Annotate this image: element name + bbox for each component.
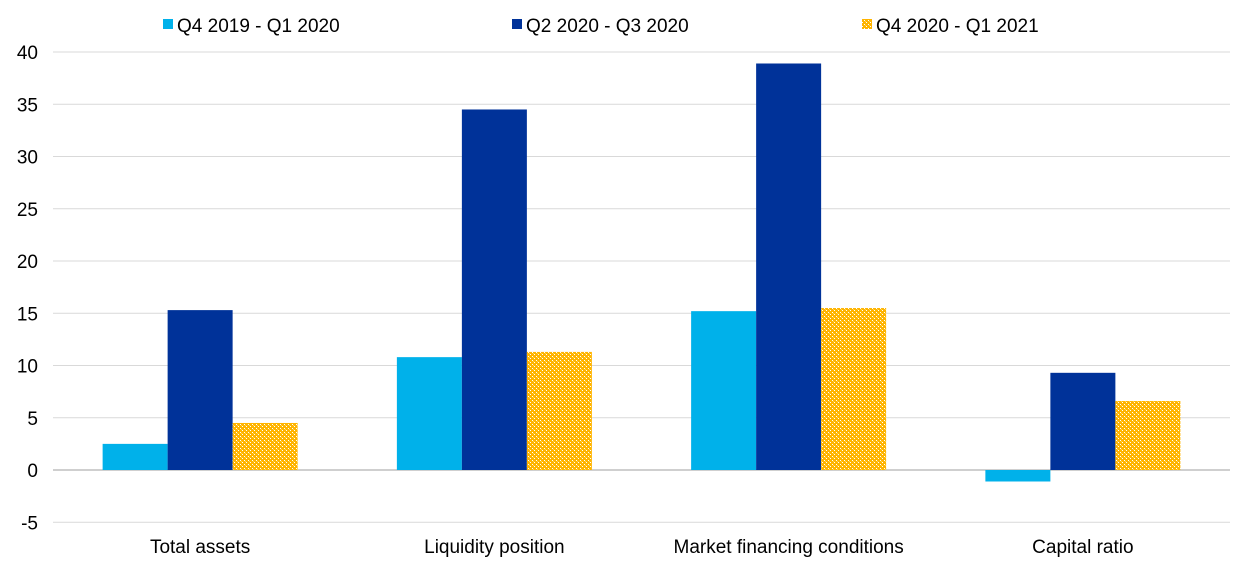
x-tick-label: Market financing conditions bbox=[674, 537, 904, 558]
y-tick-label: 15 bbox=[17, 304, 38, 325]
legend-label: Q4 2020 - Q1 2021 bbox=[876, 16, 1039, 37]
bar-0-2 bbox=[232, 422, 298, 470]
bar-1-2 bbox=[526, 351, 592, 470]
bar-2-1 bbox=[756, 63, 822, 471]
y-tick-label: 30 bbox=[17, 148, 38, 169]
bar-0-0 bbox=[102, 443, 168, 470]
bar-3-1 bbox=[1050, 372, 1116, 470]
legend-label: Q4 2019 - Q1 2020 bbox=[177, 16, 340, 37]
legend-label: Q2 2020 - Q3 2020 bbox=[526, 16, 689, 37]
bar-1-0 bbox=[396, 357, 462, 470]
bar-3-0 bbox=[985, 470, 1051, 482]
y-tick-label: 25 bbox=[17, 200, 38, 221]
y-tick-label: 5 bbox=[27, 409, 38, 430]
x-tick-label: Capital ratio bbox=[1032, 537, 1133, 558]
x-tick-label: Total assets bbox=[150, 537, 250, 558]
bar-2-2 bbox=[821, 308, 887, 470]
bar-2-0 bbox=[691, 311, 757, 470]
legend-marker bbox=[862, 19, 872, 29]
bar-0-1 bbox=[167, 310, 233, 470]
y-tick-label: 35 bbox=[17, 95, 38, 116]
bar-3-2 bbox=[1115, 401, 1181, 470]
y-tick-label: 40 bbox=[17, 43, 38, 64]
y-tick-label: -5 bbox=[21, 513, 38, 534]
y-tick-label: 20 bbox=[17, 252, 38, 273]
y-tick-label: 0 bbox=[27, 461, 38, 482]
bar-1-1 bbox=[461, 109, 527, 470]
y-tick-label: 10 bbox=[17, 357, 38, 378]
legend-marker bbox=[163, 19, 173, 29]
x-tick-label: Liquidity position bbox=[424, 537, 564, 558]
legend-marker bbox=[512, 19, 522, 29]
